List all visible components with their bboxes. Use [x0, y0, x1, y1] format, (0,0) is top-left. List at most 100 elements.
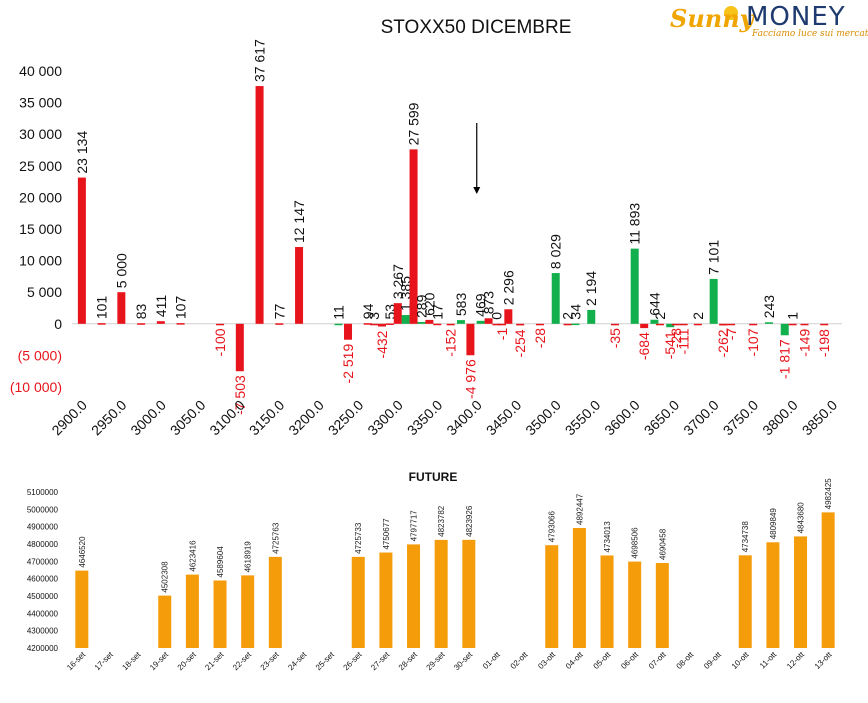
future-x-tick-label: 25-set [314, 650, 337, 673]
future-y-tick-label: 4800000 [27, 540, 59, 549]
bar [551, 273, 560, 324]
bar-value-label: -152 [443, 329, 459, 357]
x-tick-label: 3550.0 [562, 397, 604, 439]
bar-value-label: -7 [723, 328, 739, 341]
bar-value-label: 107 [173, 296, 189, 320]
y-tick-label: 0 [54, 316, 62, 332]
future-bar-value-label: 4623416 [188, 540, 197, 572]
bar [610, 323, 619, 326]
bar [563, 323, 572, 326]
bar [433, 323, 442, 326]
bar-value-label: 101 [94, 296, 110, 320]
logo-brand-sunny: Sunny [670, 4, 754, 33]
future-bar [241, 575, 255, 648]
future-bar [628, 561, 642, 648]
bar [295, 247, 304, 324]
arrow-head-icon [473, 187, 481, 194]
bar-value-label: 17 [429, 304, 445, 320]
bar [484, 318, 493, 324]
future-bar [655, 562, 669, 648]
bar-value-label: 2 194 [583, 271, 599, 306]
future-y-tick-label: 4700000 [27, 557, 59, 566]
bar [377, 323, 386, 327]
future-bar-value-label: 4823782 [437, 505, 446, 537]
future-x-tick-label: 18-set [120, 650, 143, 673]
future-bar-value-label: 4725733 [354, 522, 363, 554]
future-x-tick-label: 02-ott [509, 650, 530, 671]
bar [393, 303, 402, 324]
future-bar [545, 545, 559, 648]
x-tick-label: 2950.0 [88, 397, 130, 439]
bar [385, 323, 394, 325]
future-x-tick-label: 12-ott [785, 650, 806, 671]
bar [401, 315, 410, 324]
bar [709, 278, 718, 324]
bar-value-label: 77 [271, 304, 287, 320]
x-tick-label: 3700.0 [680, 397, 722, 439]
bar [587, 309, 596, 324]
future-y-tick-label: 4900000 [27, 523, 59, 532]
x-tick-label: 3300.0 [364, 397, 406, 439]
future-x-tick-label: 21-set [203, 650, 226, 673]
future-x-tick-label: 28-set [397, 650, 420, 673]
future-bar-value-label: 4797717 [410, 510, 419, 542]
future-x-tick-label: 24-set [286, 650, 309, 673]
bar [671, 323, 680, 326]
future-bar [821, 512, 835, 648]
future-y-tick-label: 4500000 [27, 592, 59, 601]
bar-value-label: -4 976 [462, 359, 478, 399]
y-tick-label: 25 000 [19, 158, 62, 174]
future-y-tick-label: 4400000 [27, 609, 59, 618]
bar [640, 323, 649, 329]
bar [409, 149, 418, 324]
bar [137, 323, 146, 325]
bar [630, 248, 639, 324]
future-bar [75, 570, 89, 648]
future-chart-title: FUTURE [409, 470, 458, 484]
bar-value-label: -262 [715, 329, 731, 357]
bar [344, 323, 353, 340]
bar-value-label: -28 [668, 328, 684, 348]
bar [820, 323, 829, 326]
bar-value-label: 243 [761, 295, 777, 319]
bar [156, 321, 165, 324]
future-x-tick-label: 20-set [176, 650, 199, 673]
future-x-tick-label: 26-set [342, 650, 365, 673]
bar-value-label: 8 029 [548, 234, 564, 269]
bar [650, 319, 659, 324]
x-tick-label: 3850.0 [799, 397, 841, 439]
bar [466, 323, 475, 356]
bar-value-label: -254 [512, 329, 528, 357]
bar-value-label: 2 [560, 312, 576, 320]
y-tick-label: 10 000 [19, 253, 62, 269]
future-x-tick-label: 22-set [231, 650, 254, 673]
bar-value-label: 27 599 [406, 102, 422, 145]
bar-value-label: 12 147 [291, 200, 307, 243]
bar [476, 320, 485, 324]
bar-value-label: -1 817 [777, 339, 793, 379]
bar [456, 320, 465, 324]
x-tick-label: 3500.0 [522, 397, 564, 439]
x-tick-label: 2900.0 [48, 397, 90, 439]
bar [216, 323, 225, 326]
bar-value-label: 2 296 [500, 270, 516, 305]
future-bar [462, 539, 476, 648]
bar [727, 323, 736, 326]
bar [666, 323, 675, 328]
y-tick-label: 20 000 [19, 189, 62, 205]
future-x-tick-label: 10-ott [730, 650, 751, 671]
bar [97, 323, 106, 325]
y-tick-label: 40 000 [19, 63, 62, 79]
bar-value-label: 583 [453, 293, 469, 317]
bar [749, 323, 758, 326]
future-x-tick-label: 16-set [65, 650, 88, 673]
bar-value-label: 620 [421, 292, 437, 316]
bar [516, 323, 525, 326]
future-bar-value-label: 4725763 [271, 522, 280, 554]
future-x-tick-label: 23-set [259, 650, 282, 673]
y-tick-label: 5 000 [27, 284, 62, 300]
future-bar-value-label: 4750677 [382, 518, 391, 550]
bar [370, 323, 379, 326]
bar-value-label: -432 [374, 330, 390, 358]
